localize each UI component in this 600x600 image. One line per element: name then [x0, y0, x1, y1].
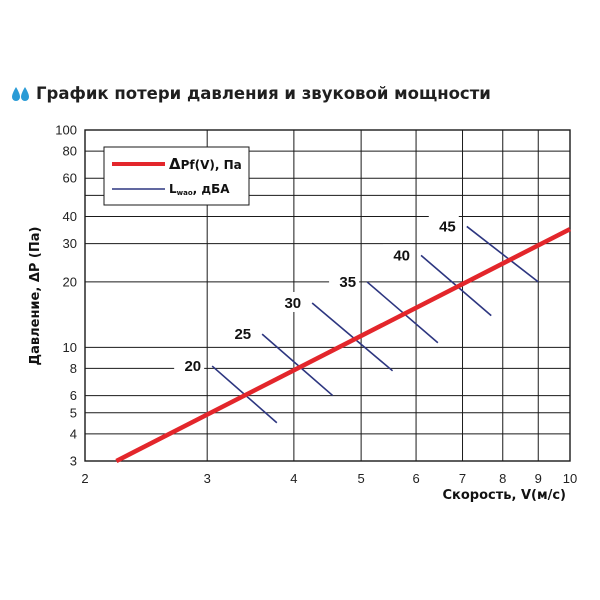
x-tick-label: 9: [535, 471, 542, 486]
legend: ΔPf(V), Па Lwao, дБА: [103, 146, 250, 206]
sound-level-label-bg: [329, 270, 360, 291]
sound-level-line: [261, 333, 334, 397]
pressure-series: [115, 227, 572, 464]
y-tick-label: 5: [70, 405, 77, 420]
sound-level-label: 20: [184, 358, 201, 375]
x-tick-label: 5: [358, 471, 365, 486]
y-tick-label: 100: [55, 123, 77, 138]
sound-level-label: 45: [439, 218, 456, 235]
sound-level-line: [311, 302, 394, 372]
y-axis-label: Давление, ΔP (Па): [28, 227, 43, 366]
x-tick-label: 2: [81, 471, 88, 486]
chart-title: График потери давления и звуковой мощнос…: [36, 84, 491, 103]
y-tick-label: 40: [63, 209, 77, 224]
y-tick-label: 20: [63, 274, 77, 289]
y-tick-label: 80: [63, 144, 77, 159]
x-tick-label: 7: [459, 471, 466, 486]
x-tick-label: 4: [290, 471, 297, 486]
x-tick-label: 8: [499, 471, 506, 486]
sound-level-label-bg: [428, 215, 459, 236]
y-tick-label: 3: [70, 454, 77, 469]
sound-level-label-bg: [274, 291, 305, 312]
sound-level-label: 30: [284, 295, 301, 312]
sound-level-label: 40: [393, 247, 410, 264]
x-tick-label: 10: [563, 471, 577, 486]
x-axis-label: Скорость, V(м/с): [443, 488, 566, 503]
water-drop-icon: [12, 87, 20, 101]
y-tick-label: 60: [63, 171, 77, 186]
y-tick-label: 10: [63, 340, 77, 355]
sound-level-label-bg: [383, 244, 414, 265]
plot-frame: [84, 129, 571, 462]
y-tick-label: 4: [70, 426, 77, 441]
x-tick-label: 6: [412, 471, 419, 486]
legend-box: [103, 146, 250, 206]
x-tick-label: 3: [204, 471, 211, 486]
chart-header: График потери давления и звуковой мощнос…: [12, 84, 491, 103]
water-drop-icon: [21, 87, 29, 101]
sound-level-label: 25: [234, 326, 251, 343]
legend-entry-pressure: ΔPf(V), Па: [169, 155, 242, 173]
sound-level-label-bg: [174, 355, 205, 376]
y-tick-label: 8: [70, 361, 77, 376]
y-tick-label: 6: [70, 388, 77, 403]
sound-level-lines: 20 25 30 35 40 45: [174, 215, 539, 424]
legend-entry-sound: Lwao, дБА: [169, 182, 230, 197]
pressure-line: [115, 227, 572, 464]
sound-level-label: 35: [339, 274, 356, 291]
y-tick-label: 30: [63, 236, 77, 251]
sound-level-line: [466, 225, 539, 283]
sound-level-label-bg: [224, 323, 255, 344]
